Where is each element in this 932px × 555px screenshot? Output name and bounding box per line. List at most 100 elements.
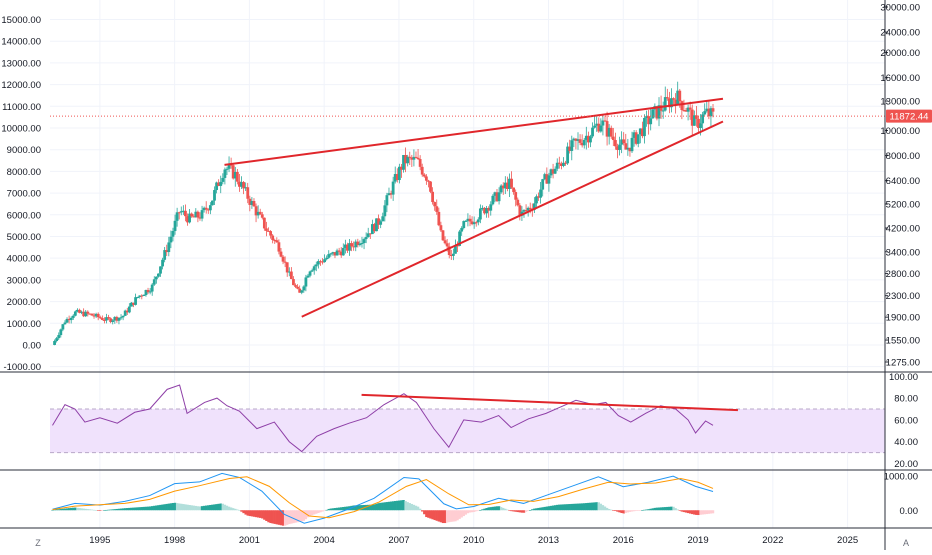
- candle-up: [499, 185, 503, 193]
- candle-down: [427, 180, 430, 182]
- macd-histogram-bar: [109, 509, 112, 511]
- candle-up: [692, 115, 696, 126]
- macd-histogram-bar: [666, 506, 669, 511]
- candle-down: [707, 108, 711, 117]
- macd-histogram-bar: [273, 510, 276, 524]
- macd-histogram-bar: [396, 500, 399, 511]
- candle-down: [628, 147, 632, 152]
- candle-up: [370, 224, 374, 235]
- candle-down: [597, 123, 601, 132]
- candle-up: [302, 286, 306, 291]
- macd-histogram-bar: [547, 506, 551, 511]
- macd-histogram-bar: [585, 503, 588, 511]
- macd-histogram-bar: [72, 507, 75, 511]
- candle-up: [539, 189, 543, 198]
- candle-down: [109, 318, 113, 322]
- rsi-trendline: [361, 393, 738, 412]
- macd-histogram-bar: [367, 504, 370, 511]
- macd-histogram-bar: [342, 507, 345, 511]
- left-axis-tick-label: 0.00: [23, 340, 42, 351]
- candle-up: [348, 243, 351, 251]
- candle-up: [458, 231, 462, 246]
- macd-histogram-bar: [217, 503, 220, 511]
- candle-down: [483, 207, 486, 214]
- macd-histogram-bar: [645, 509, 648, 511]
- macd-histogram-bar: [572, 503, 576, 511]
- right-axis-tick-label: 6400.00: [886, 176, 920, 187]
- candle-down: [254, 206, 258, 216]
- candle-up: [71, 315, 75, 318]
- candle-down: [262, 217, 266, 229]
- candle-down: [410, 157, 414, 160]
- macd-histogram-bar: [543, 506, 546, 511]
- macd-histogram-bar: [279, 510, 283, 526]
- candle-down: [414, 156, 418, 158]
- right-axis-tick-label: 30000.00: [880, 3, 920, 14]
- candle-down: [217, 182, 221, 186]
- macd-histogram-bar: [707, 510, 711, 514]
- auto-scale-button[interactable]: A: [902, 538, 909, 548]
- candle-up: [119, 317, 123, 319]
- rsi-line: [52, 384, 714, 453]
- candle-up: [148, 291, 152, 293]
- macd-histogram-bar: [591, 502, 594, 511]
- candle-up: [676, 90, 680, 105]
- candle-down: [333, 252, 337, 256]
- candle-down: [350, 243, 353, 247]
- candle-down: [103, 319, 106, 321]
- macd-histogram-bar: [219, 503, 222, 511]
- macd-histogram-bar: [495, 506, 499, 511]
- macd-histogram-bar: [105, 509, 108, 511]
- macd-histogram-bar: [204, 505, 208, 511]
- candle-up: [620, 139, 624, 145]
- candle-up: [130, 302, 133, 307]
- macd-histogram-bar: [672, 506, 675, 511]
- macd-histogram-bar: [167, 503, 171, 511]
- right-axis-tick-label: 20000.00: [880, 48, 920, 59]
- candle-up: [138, 295, 142, 297]
- candle-down: [273, 240, 277, 242]
- macd-histogram-bar: [263, 510, 266, 520]
- macd-histogram-bar: [215, 504, 218, 511]
- macd-histogram-bar: [288, 510, 291, 525]
- candle-down: [568, 146, 572, 151]
- right-axis-tick-label: 8000.00: [886, 151, 920, 162]
- macd-histogram-bar: [313, 510, 316, 515]
- candle-up: [589, 136, 592, 143]
- macd-histogram-bar: [595, 502, 598, 511]
- zoom-toggle-button[interactable]: Z: [35, 538, 41, 548]
- candle-down: [429, 181, 432, 192]
- macd-histogram-bar: [508, 510, 511, 511]
- candle-up: [632, 132, 636, 138]
- macd-histogram-bar: [244, 510, 247, 515]
- candle-down: [456, 245, 459, 247]
- candle-down: [186, 216, 189, 223]
- right-axis-tick-label: 10000.00: [880, 126, 920, 137]
- macd-histogram-bar: [128, 507, 131, 511]
- macd-histogram-bar: [568, 504, 571, 511]
- right-axis-tick-label: 4200.00: [886, 223, 920, 234]
- candle-up: [553, 168, 557, 174]
- candle-down: [445, 243, 449, 247]
- macd-histogram-bar: [306, 510, 310, 518]
- macd-histogram-bar: [333, 508, 337, 511]
- left-axis-tick-label: -1000.00: [3, 362, 41, 373]
- candle-up: [113, 317, 117, 321]
- macd-histogram-bar: [479, 509, 482, 511]
- macd-histogram-bar: [277, 510, 281, 525]
- macd-histogram-bar: [88, 509, 92, 511]
- macd-histogram-bar: [294, 510, 297, 523]
- time-axis-tick-label: 2001: [239, 535, 260, 546]
- macd-histogram-bar: [364, 504, 368, 511]
- candle-down: [647, 116, 651, 125]
- candle-down: [132, 302, 135, 305]
- macd-histogram-bar: [639, 510, 642, 511]
- candle-up: [555, 162, 559, 169]
- macd-histogram-bar: [682, 510, 686, 513]
- candle-down: [368, 233, 372, 235]
- candle-up: [535, 196, 538, 204]
- candle-down: [443, 240, 447, 244]
- candle-down: [184, 210, 187, 217]
- candle-down: [285, 262, 289, 273]
